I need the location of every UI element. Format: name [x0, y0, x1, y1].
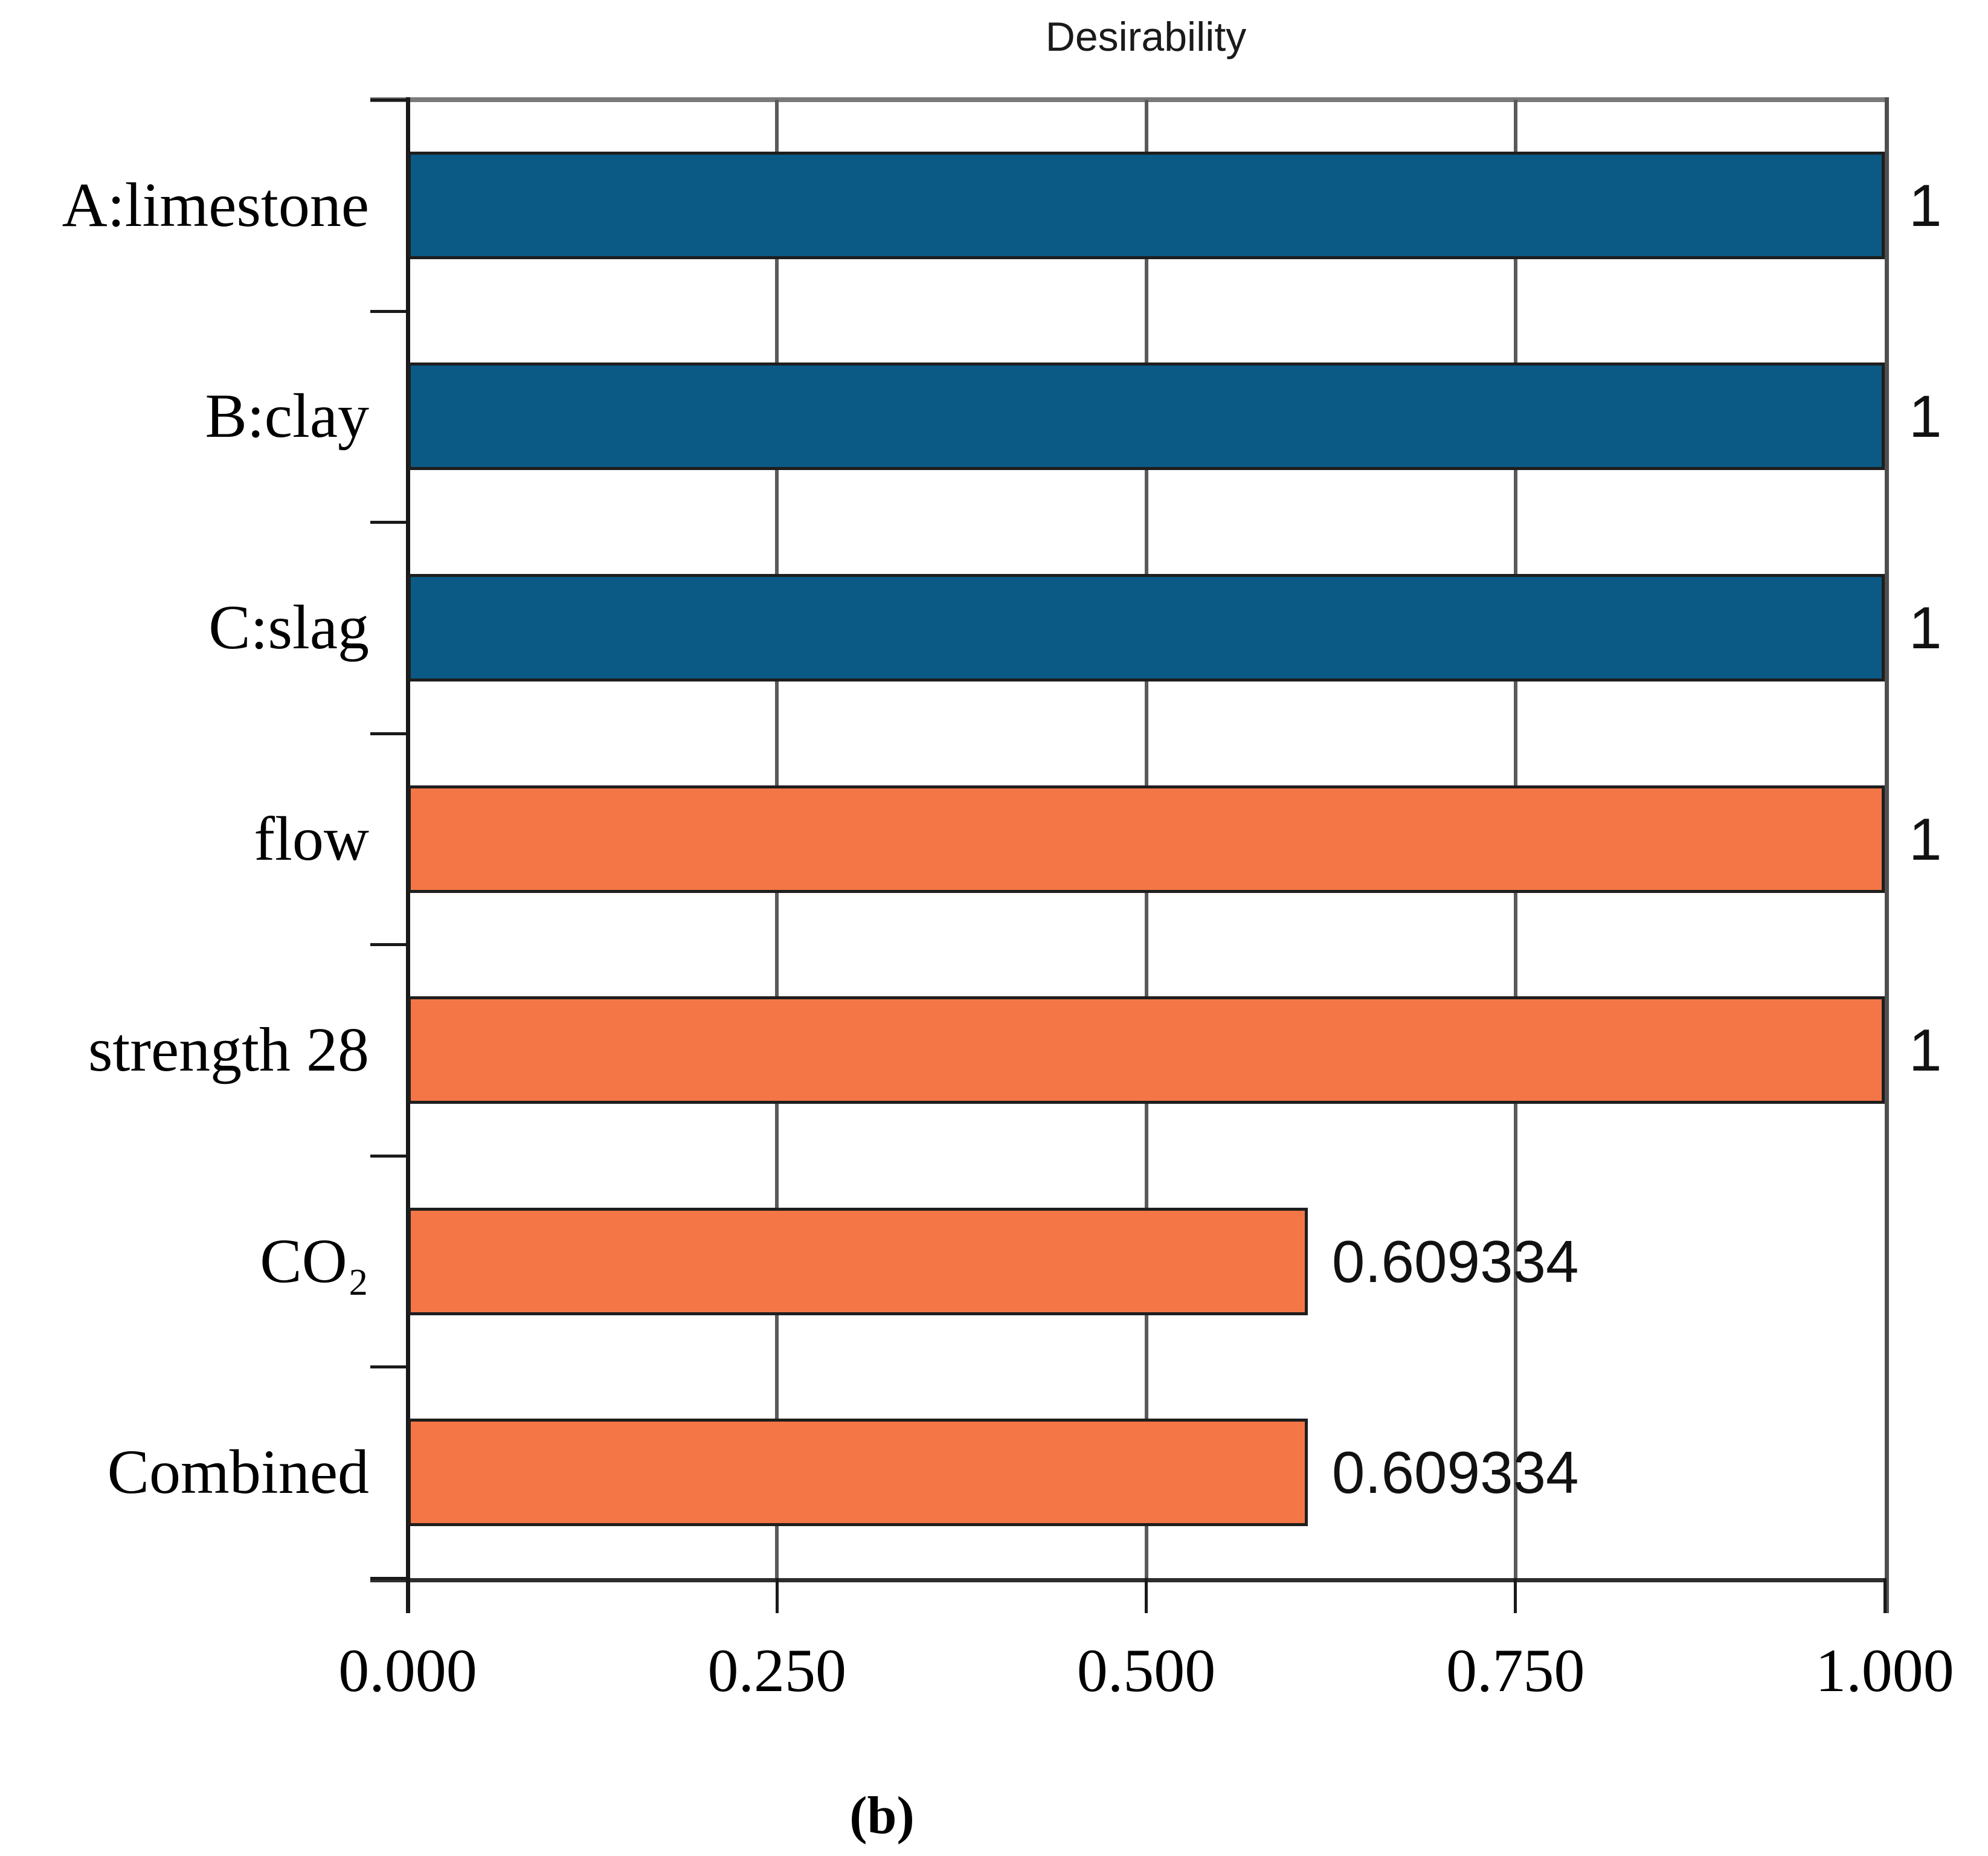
value-label-co: 0.609334 [1331, 1228, 1579, 1295]
plot-frame-top [370, 97, 1887, 102]
x-tick-label: 0.250 [707, 1637, 847, 1705]
bar-b-clay [408, 362, 1885, 471]
x-tick-label: 0.750 [1446, 1637, 1585, 1705]
figure-caption: (b) [849, 1787, 915, 1845]
bar-c-slag [408, 573, 1885, 682]
category-label-combined: Combined [107, 1437, 369, 1507]
x-axis-tick [406, 1578, 410, 1613]
category-label-c-slag: C:slag [208, 592, 369, 662]
x-axis-tick [775, 1578, 779, 1613]
y-axis-row-tick [370, 943, 408, 947]
value-label-strength-28: 1 [1909, 1017, 1942, 1084]
plot-frame-right [1885, 97, 1889, 1613]
bar-combined [408, 1419, 1308, 1527]
plot-area: A:limestone 1 B:clay 1 C:slag 1 flow 1 strength … [62, 97, 1954, 1702]
x-axis-tick [1514, 1578, 1517, 1613]
y-axis-row-tick [370, 521, 408, 524]
value-label-flow: 1 [1909, 805, 1942, 872]
value-label-b-clay: 1 [1909, 383, 1942, 450]
x-tick-label: 1.000 [1815, 1637, 1954, 1705]
bar-a-limestone [408, 151, 1885, 259]
y-axis-row-tick [370, 1577, 408, 1580]
category-label-b-clay: B:clay [205, 381, 369, 451]
x-axis-tick [1883, 1578, 1887, 1613]
category-label-strength-28: strength 28 [88, 1015, 369, 1085]
value-label-c-slag: 1 [1909, 594, 1942, 661]
bar-flow [408, 785, 1885, 893]
y-axis-row-tick [370, 309, 408, 313]
chart-title: Desirability [1045, 14, 1247, 60]
y-axis-row-tick [370, 1154, 408, 1158]
plot-frame-bottom [370, 1578, 1885, 1582]
value-label-combined: 0.609334 [1331, 1439, 1579, 1506]
category-label-a-limestone: A:limestone [62, 170, 369, 240]
y-axis-row-tick [370, 732, 408, 735]
value-label-a-limestone: 1 [1909, 172, 1942, 239]
category-label-flow: flow [254, 804, 369, 874]
y-axis-row-tick [370, 1365, 408, 1369]
x-axis-tick [1145, 1578, 1148, 1613]
x-tick-label: 0.500 [1076, 1637, 1216, 1705]
category-label-co: CO₂ [260, 1226, 369, 1296]
x-tick-label: 0.000 [338, 1637, 477, 1705]
bar-strength-28 [408, 996, 1885, 1104]
y-axis-row-tick [370, 98, 408, 102]
bar-co [408, 1207, 1308, 1315]
